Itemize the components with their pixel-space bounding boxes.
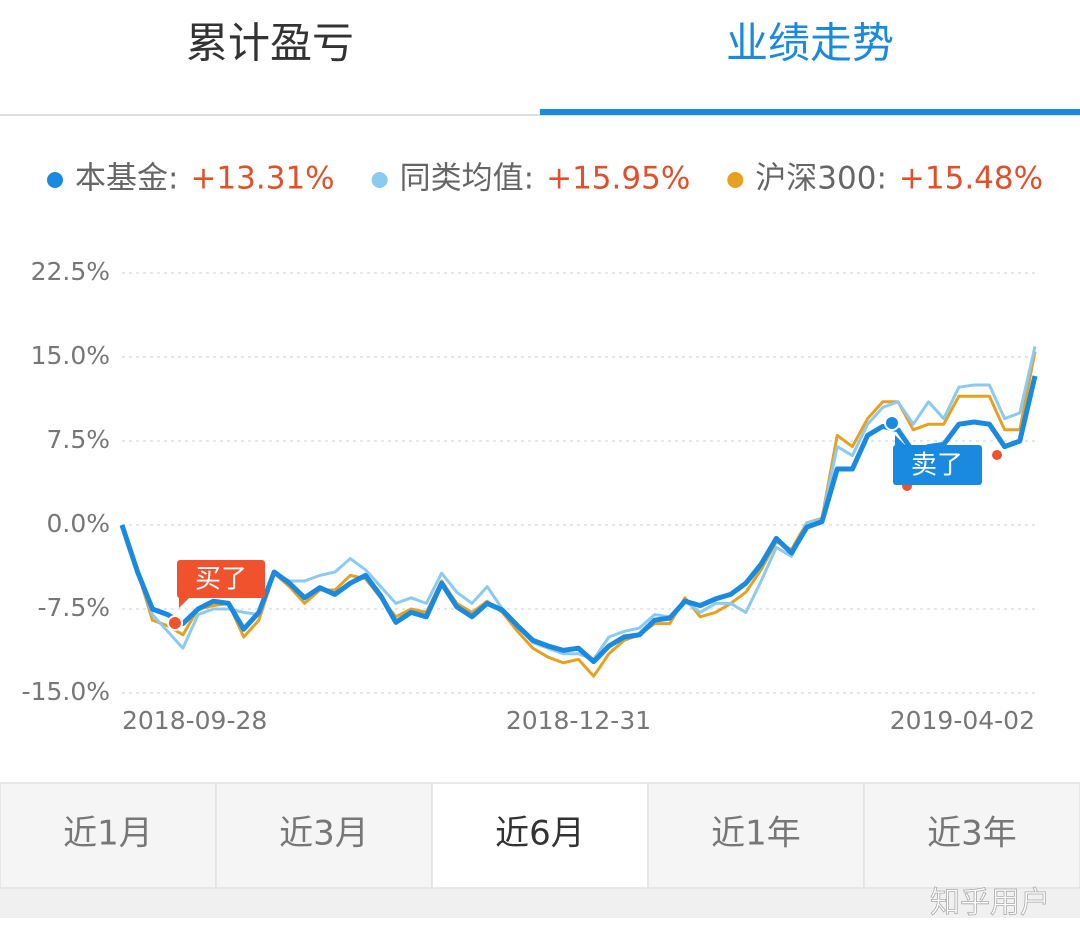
buy-badge <box>177 560 265 598</box>
sell-label: 卖了 <box>911 451 963 481</box>
legend-value: +15.95% <box>546 161 690 197</box>
period-tab[interactable]: 近3年 <box>927 814 1017 854</box>
period-tab-bg <box>863 782 1080 889</box>
period-tab[interactable]: 近1年 <box>711 814 801 854</box>
legend-label: 同类均值: <box>400 161 534 197</box>
y-tick-label: 15.0% <box>31 341 110 370</box>
y-tick-label: -7.5% <box>37 593 110 622</box>
y-tick-label: 7.5% <box>46 425 110 454</box>
period-tab-bg <box>647 782 865 889</box>
series-line <box>119 375 1038 665</box>
marker-dot <box>990 448 1004 462</box>
buy-dot <box>167 615 183 631</box>
legend-value: +15.48% <box>899 161 1043 197</box>
period-tab-bg <box>0 782 217 889</box>
legend-value: +13.31% <box>190 161 334 197</box>
sell-dot <box>884 415 900 431</box>
tab[interactable]: 累计盈亏 <box>186 19 354 68</box>
sell-badge <box>893 445 982 485</box>
tab-underline <box>540 109 1080 115</box>
buy-pointer <box>179 596 191 608</box>
footer-band <box>0 888 1080 918</box>
legend-label: 本基金: <box>75 161 178 197</box>
y-tick-label: 22.5% <box>31 257 110 286</box>
y-tick-label: -15.0% <box>22 677 110 706</box>
legend-label: 沪深300: <box>755 161 887 197</box>
legend-dot <box>47 172 63 188</box>
period-tab-bg <box>431 782 649 889</box>
watermark: 知乎用户 <box>930 886 1050 921</box>
period-tab[interactable]: 近3月 <box>279 814 369 854</box>
sell-pointer <box>895 435 907 447</box>
period-tab-bg <box>215 782 433 889</box>
tab[interactable]: 业绩走势 <box>726 19 894 68</box>
x-tick-label: 2018-12-31 <box>506 706 651 735</box>
x-tick-label: 2019-04-02 <box>890 706 1035 735</box>
period-tab[interactable]: 近1月 <box>63 814 153 854</box>
legend-dot <box>727 172 744 188</box>
period-tab[interactable]: 近6月 <box>495 814 585 854</box>
buy-label: 买了 <box>195 565 247 595</box>
y-tick-label: 0.0% <box>46 509 110 538</box>
x-tick-label: 2018-09-28 <box>122 706 267 735</box>
legend-dot <box>371 172 388 188</box>
